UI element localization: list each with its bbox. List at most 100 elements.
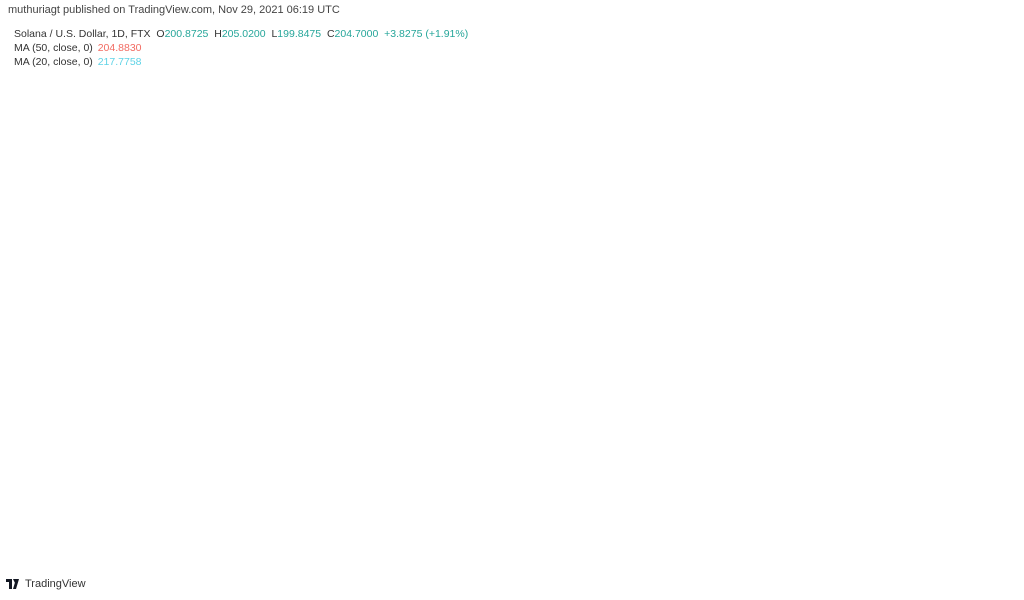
- candle-down: [225, 157, 231, 216]
- candle-down: [431, 263, 437, 273]
- candle-body: [664, 126, 670, 135]
- symbol-title: Solana / U.S. Dollar, 1D, FTX: [14, 28, 151, 40]
- candle-body: [677, 109, 683, 116]
- candle-up: [602, 104, 608, 152]
- candle-up: [157, 350, 163, 392]
- candle-body: [780, 178, 786, 186]
- candle-body: [122, 429, 128, 432]
- candle-up: [75, 422, 80, 449]
- candle-down: [499, 265, 505, 277]
- low-label: L: [271, 28, 278, 40]
- candle-up: [718, 143, 724, 177]
- candle-down: [444, 282, 450, 301]
- time-tick-label: 15: [681, 549, 693, 561]
- candle-up: [520, 172, 526, 211]
- candle-body: [136, 397, 142, 424]
- candle-body: [431, 266, 437, 269]
- price-axis[interactable]: 20.0000 40.0000 60.0000 80.0000 100.0000 120.…: [902, 31, 1004, 535]
- candle-up: [684, 100, 690, 122]
- candle-body: [561, 196, 567, 218]
- candle-body: [198, 297, 204, 303]
- candle-down: [547, 164, 553, 196]
- candle-body: [568, 187, 574, 197]
- candle-up: [13, 488, 19, 494]
- candle-up: [472, 253, 478, 286]
- candle-down: [307, 310, 313, 347]
- candle-up: [40, 479, 46, 488]
- candle-up: [595, 143, 601, 192]
- candle-body: [623, 77, 628, 120]
- chart-frame: [7, 21, 1009, 565]
- candle-body: [595, 147, 601, 180]
- candle-body: [609, 98, 615, 107]
- candle-up: [581, 179, 587, 213]
- candle-body: [438, 268, 444, 288]
- candle-up: [177, 319, 183, 360]
- ma50-legend[interactable]: MA (50, close, 0) 204.8830: [14, 41, 468, 55]
- last-price-badge: [951, 171, 1006, 199]
- candle-down: [116, 422, 122, 436]
- currency-badge[interactable]: USD: [917, 25, 945, 42]
- tradingview-logo[interactable]: TradingView: [6, 578, 86, 590]
- support-price-label: 188.4050: [956, 204, 1000, 216]
- candle-body: [75, 427, 80, 445]
- moving-averages: [8, 126, 784, 506]
- price-tick-label: 280.0000: [960, 31, 1004, 43]
- candle-down: [438, 265, 444, 292]
- price-tick-label: 40.0000: [966, 485, 1004, 497]
- candle-body: [492, 263, 498, 267]
- candle-body: [184, 287, 190, 324]
- candle-down: [47, 478, 53, 485]
- price-tick-label: 60.0000: [966, 447, 1004, 459]
- high-label: H: [214, 28, 222, 40]
- candle-body: [629, 77, 635, 95]
- candle-body: [301, 276, 307, 317]
- candle-up: [670, 106, 676, 148]
- candle-body: [335, 302, 341, 309]
- tradingview-logo-icon: [6, 579, 19, 589]
- candle-body: [40, 480, 46, 487]
- annotation-text[interactable]: SOL/USD Holds Steady above 188: [673, 205, 938, 224]
- candle-down: [677, 108, 683, 127]
- candle-up: [376, 251, 382, 305]
- highlight-box[interactable]: [765, 183, 780, 225]
- candle-down: [492, 261, 498, 275]
- candle-body: [506, 232, 512, 271]
- candle-body: [6, 490, 12, 493]
- candle-body: [150, 384, 156, 390]
- candle-up: [184, 282, 190, 328]
- candle-body: [54, 463, 60, 483]
- candle-body: [307, 316, 313, 332]
- candle-down: [458, 274, 464, 292]
- candle-up: [362, 293, 368, 319]
- candle-body: [547, 168, 553, 188]
- candle-body: [533, 183, 539, 194]
- candle-body: [739, 145, 745, 158]
- candle-up: [739, 142, 745, 169]
- candle-up: [88, 412, 94, 432]
- candle-body: [287, 246, 293, 288]
- candle-up: [122, 427, 128, 440]
- candle-up: [766, 191, 772, 207]
- candle-body: [691, 115, 697, 152]
- candle-down: [95, 408, 101, 430]
- candle-up: [451, 278, 457, 307]
- brand-name: TradingView: [25, 578, 86, 590]
- price-tick-label: 200.0000: [902, 182, 946, 194]
- change-value: +3.8275 (+1.91%): [384, 28, 469, 40]
- ma20-legend[interactable]: MA (20, close, 0) 217.7758: [14, 55, 468, 69]
- candle-body: [513, 206, 519, 233]
- candle-body: [766, 200, 772, 203]
- close-value: 204.7000: [334, 28, 379, 40]
- candles: [6, 73, 786, 494]
- candle-body: [205, 255, 211, 298]
- candle-body: [273, 266, 279, 279]
- candle-body: [602, 106, 608, 148]
- candle-down: [349, 278, 354, 319]
- time-axis[interactable]: 16 Sep 13 Oct 11 21 Nov 15 Dec 13: [58, 549, 885, 561]
- candle-body: [369, 299, 375, 311]
- candle-down: [746, 143, 752, 188]
- candle-up: [424, 251, 430, 281]
- candle-up: [417, 253, 423, 283]
